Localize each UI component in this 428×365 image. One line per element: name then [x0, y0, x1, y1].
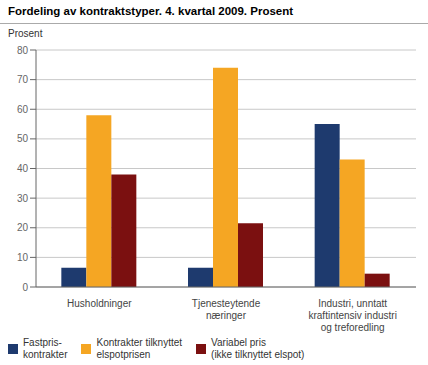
svg-text:10: 10 — [17, 252, 29, 263]
svg-text:80: 80 — [17, 45, 29, 56]
svg-text:0: 0 — [22, 282, 28, 293]
html-text:Fastpris- kontrakter: Fastpris- kontrakter — [23, 337, 68, 360]
svg-text:Husholdninger: Husholdninger — [67, 298, 132, 309]
svg-text:Industri, unntattkraftintensiv: Industri, unntattkraftintensiv industrio… — [308, 298, 396, 333]
svg-text:60: 60 — [17, 104, 29, 115]
svg-text:20: 20 — [17, 222, 29, 233]
svg-text:50: 50 — [17, 133, 29, 144]
html-text:Kontrakter tilknyttet elspotpr: Kontrakter tilknyttet elspotprisen — [96, 337, 183, 360]
svg-text:Tjenesteytendenæringer: Tjenesteytendenæringer — [192, 298, 261, 321]
html-text:Prosent: Prosent — [8, 28, 43, 39]
html-text:Fordeling av kontraktstyper. 4: Fordeling av kontraktstyper. 4. kvartal … — [8, 5, 294, 17]
svg-text:40: 40 — [17, 163, 29, 174]
svg-text:70: 70 — [17, 74, 29, 85]
html-text:Variabel pris (ikke tilknyttet: Variabel pris (ikke tilknyttet elspot) — [211, 337, 305, 360]
svg-text:30: 30 — [17, 193, 29, 204]
